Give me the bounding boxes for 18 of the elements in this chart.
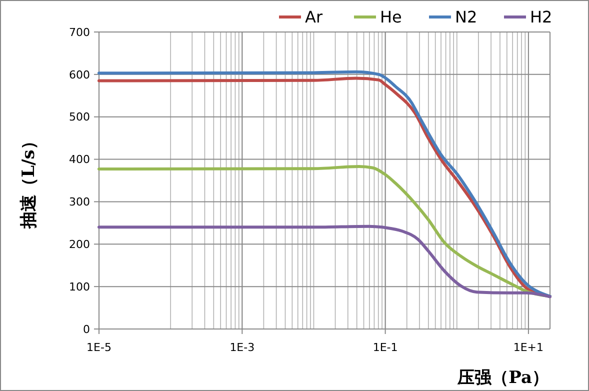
legend-label: N2	[455, 8, 478, 27]
y-tick-label: 200	[69, 238, 90, 251]
y-tick-label: 500	[69, 110, 90, 124]
x-tick-label: 1E+1	[513, 341, 544, 354]
y-tick-label: 400	[69, 153, 90, 166]
y-tick-label: 0	[83, 322, 90, 336]
x-axis-title: 压强（Pa）	[456, 368, 549, 388]
y-axis-title: 抽速（L/s）	[19, 132, 39, 230]
y-tick-label: 100	[69, 280, 90, 294]
y-tick-label: 600	[69, 68, 90, 82]
legend-label: H2	[530, 8, 552, 27]
x-tick-label: 1E-5	[86, 341, 112, 354]
legend-label: He	[380, 8, 402, 27]
x-tick-label: 1E-1	[372, 341, 398, 354]
x-tick-label: 1E-3	[230, 341, 255, 354]
legend-label: Ar	[305, 8, 323, 27]
y-tick-label: 700	[69, 26, 90, 39]
y-tick-label: 300	[69, 196, 90, 209]
